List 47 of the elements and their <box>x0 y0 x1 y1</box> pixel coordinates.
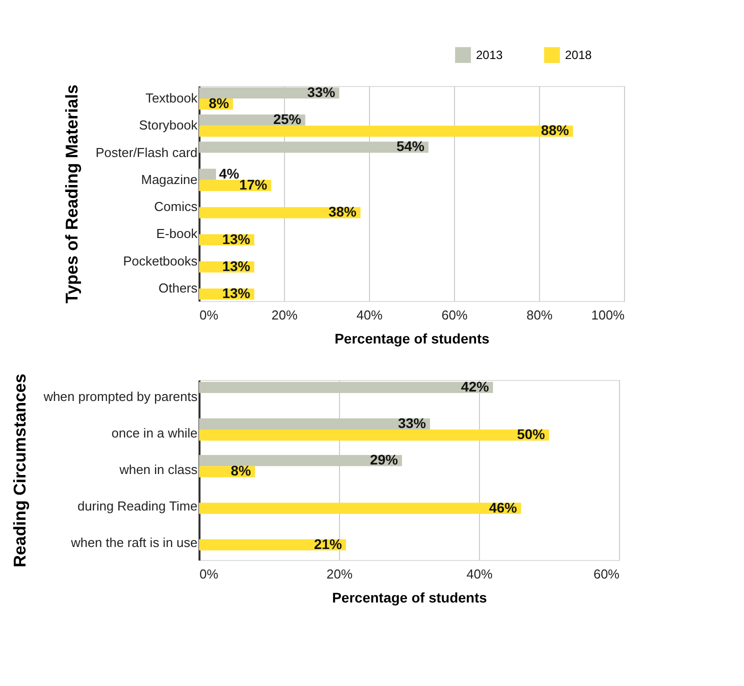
y-tick-label: E-book <box>156 226 198 242</box>
data-label: 13% <box>222 285 251 302</box>
data-label: 13% <box>222 230 251 247</box>
data-label: 8% <box>208 95 230 112</box>
data-label: 25% <box>273 111 302 128</box>
legend-label: 2018 <box>565 48 592 62</box>
y-tick-label: when the raft is in use <box>70 535 198 550</box>
y-tick-label: Poster/Flash card <box>96 144 198 160</box>
x-tick-label: 40% <box>356 308 383 322</box>
x-tick-label: 0% <box>200 566 219 582</box>
data-label: 46% <box>488 499 518 516</box>
x-tick-label: 40% <box>466 566 493 582</box>
y-axis-title: Types of Reading Materials <box>62 84 82 304</box>
data-label: 8% <box>230 462 252 479</box>
x-tick-label: 0% <box>200 308 219 322</box>
y-axis-title: Reading Circumstances <box>10 374 30 568</box>
data-label: 13% <box>222 258 251 274</box>
y-tick-label: when in class <box>118 462 198 477</box>
data-label: 42% <box>460 378 490 394</box>
data-label: 17% <box>239 176 268 192</box>
legend-label: 2013 <box>476 48 504 62</box>
data-label: 29% <box>370 452 399 468</box>
data-label: 50% <box>516 426 546 442</box>
y-tick-label: once in a while <box>112 425 198 440</box>
x-tick-label: 20% <box>271 308 298 322</box>
y-tick-label: when prompted by parents <box>42 388 198 404</box>
x-tick-label: 80% <box>526 308 553 322</box>
data-label: 38% <box>328 204 358 220</box>
y-tick-label: Pocketbooks <box>123 253 198 268</box>
x-tick-label: 60% <box>593 566 620 582</box>
x-axis-title: Percentage of students <box>332 590 488 606</box>
y-tick-label: during Reading Time <box>78 498 198 514</box>
y-tick-label: Storybook <box>138 118 198 133</box>
data-label: 21% <box>314 536 343 552</box>
data-label: 33% <box>307 84 336 100</box>
x-tick-label: 20% <box>326 566 353 582</box>
y-tick-label: Magazine <box>141 172 198 187</box>
data-label: 54% <box>396 138 426 154</box>
data-label: 88% <box>540 122 570 138</box>
y-tick-label: Others <box>158 280 198 296</box>
y-tick-label: Textbook <box>145 90 198 106</box>
x-tick-label: 100% <box>591 308 625 322</box>
x-tick-label: 60% <box>441 308 468 322</box>
x-axis-title: Percentage of students <box>334 330 490 346</box>
data-label: 4% <box>219 165 240 182</box>
y-tick-label: Comics <box>154 199 198 214</box>
data-label: 33% <box>398 414 427 431</box>
